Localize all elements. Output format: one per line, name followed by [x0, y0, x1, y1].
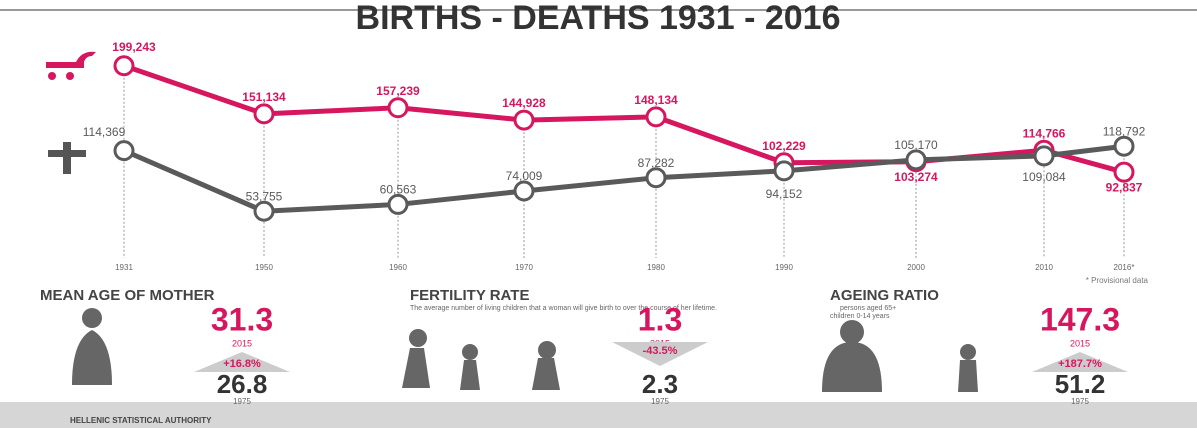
point [113, 55, 135, 77]
x-tick-label: 1980 [647, 263, 665, 272]
point [387, 193, 409, 215]
stat-title: MEAN AGE OF MOTHER [40, 287, 215, 304]
point [645, 167, 667, 189]
stat-now: 31.3 [211, 301, 273, 337]
stat-change: +187.7% [1058, 358, 1102, 370]
family-icon [402, 329, 560, 390]
stat-change: +16.8% [223, 358, 261, 370]
death-icon [48, 142, 86, 174]
change-triangle [612, 342, 708, 366]
point [113, 140, 135, 162]
x-tick-label: 1960 [389, 263, 407, 272]
x-tick-label: 2010 [1035, 263, 1053, 272]
stat-subtitle: The average number of living children th… [410, 305, 717, 312]
point [1113, 161, 1135, 183]
value-label: 103,274 [894, 170, 938, 184]
point [1113, 135, 1135, 157]
point [513, 109, 535, 131]
point [905, 149, 927, 171]
value-label: 148,134 [634, 93, 678, 107]
stat-then: 2.3 [642, 369, 678, 399]
x-tick-label: 2016* [1114, 263, 1135, 272]
value-label: 118,792 [1103, 124, 1146, 138]
x-tick-label: 1970 [515, 263, 533, 272]
value-label: 94,152 [766, 187, 803, 201]
birth-icon [46, 51, 96, 80]
value-label: 74,009 [506, 169, 543, 183]
stat-then-year: 1975 [651, 397, 669, 406]
value-label: 109,084 [1022, 170, 1066, 184]
x-tick-label: 1950 [255, 263, 273, 272]
footer-bar [0, 402, 1197, 428]
value-label: 92,837 [1106, 180, 1143, 194]
value-label: 157,239 [376, 84, 420, 98]
stat-now: 1.3 [638, 301, 682, 337]
value-label: 53,755 [246, 189, 283, 203]
point [513, 180, 535, 202]
value-label: 102,229 [762, 139, 806, 153]
value-label: 114,766 [1023, 126, 1066, 140]
stat-now: 147.3 [1040, 301, 1120, 337]
change-triangle [1032, 352, 1128, 372]
stat-change: -43.5% [643, 345, 678, 357]
stat-then: 26.8 [217, 369, 268, 399]
value-label: 87,282 [638, 156, 675, 170]
point [1033, 145, 1055, 167]
stat-then-year: 1975 [233, 397, 251, 406]
x-tick-label: 2000 [907, 263, 925, 272]
value-label: 105,170 [894, 138, 938, 152]
value-label: 199,243 [112, 40, 156, 54]
x-tick-label: 1990 [775, 263, 793, 272]
x-tick-label: 1931 [115, 263, 133, 272]
stat-title: FERTILITY RATE [410, 287, 529, 304]
stat-then: 51.2 [1055, 369, 1106, 399]
stat-subtitle: persons aged 65+ [840, 305, 896, 312]
point [253, 103, 275, 125]
point [253, 200, 275, 222]
stat-then-year: 1975 [1071, 397, 1089, 406]
change-triangle [194, 352, 290, 372]
mother-icon [72, 308, 112, 385]
stat-now-year: 2015 [1070, 338, 1090, 348]
elderly-icon [822, 320, 978, 392]
note: * Provisional data [1086, 276, 1149, 285]
value-label: 144,928 [502, 96, 546, 110]
stat-subtitle: children 0-14 years [830, 313, 890, 320]
value-label: 114,369 [83, 125, 126, 139]
point [645, 106, 667, 128]
point [387, 97, 409, 119]
point [773, 160, 795, 182]
chart-title: BIRTHS - DEATHS 1931 - 2016 [356, 0, 841, 37]
footer: HELLENIC STATISTICAL AUTHORITY [70, 416, 212, 425]
value-label: 151,134 [242, 90, 286, 104]
value-label: 60,563 [380, 183, 417, 197]
stat-now-year: 2015 [232, 338, 252, 348]
stat-title: AGEING RATIO [830, 287, 939, 304]
